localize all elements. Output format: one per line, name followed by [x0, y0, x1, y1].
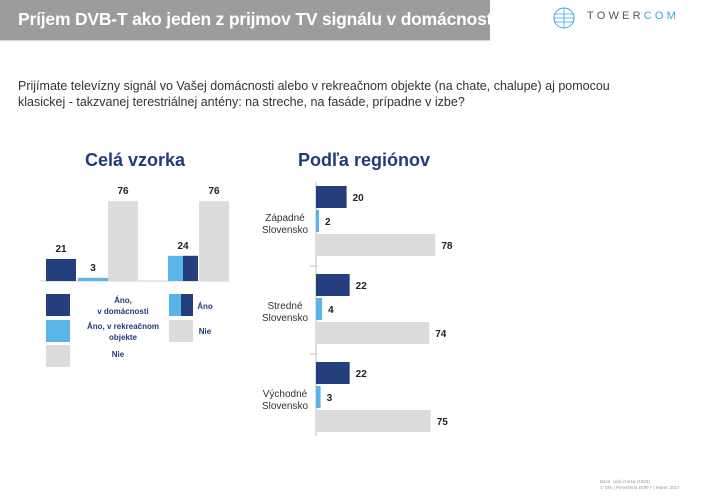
bar	[316, 186, 347, 208]
bar	[108, 201, 138, 281]
globe-icon	[553, 7, 575, 29]
footer-line-1: Báze: celá vzorka (1000)	[600, 479, 650, 484]
data-label: 2	[325, 217, 331, 228]
bar	[46, 258, 76, 281]
data-label: 4	[328, 305, 334, 316]
data-label: 78	[441, 241, 453, 252]
legend-label: Áno, v domácnosti	[97, 296, 149, 316]
page-title: Príjem DVB-T ako jeden z prijmov TV sign…	[18, 9, 497, 29]
data-label: 76	[208, 186, 220, 197]
title-divider	[0, 40, 490, 41]
category-label: Stredné Slovensko	[262, 301, 309, 324]
data-label: 21	[55, 244, 67, 255]
legend-swatch	[169, 294, 193, 316]
legend-swatch	[46, 320, 70, 342]
data-label: 76	[117, 186, 129, 197]
bar	[168, 255, 198, 281]
bar	[316, 322, 430, 344]
towercom-logo: TOWERCOM	[551, 6, 701, 30]
bar	[316, 210, 320, 232]
footer-line-2: © GfK | Penetrácia DVB-T | Marec 2017	[600, 485, 680, 490]
legend-label: Nie	[112, 350, 125, 359]
bar	[316, 234, 436, 256]
data-label: 22	[356, 281, 368, 292]
left-chart-title: Celá vzorka	[85, 150, 186, 170]
bar	[199, 201, 229, 281]
footer-note: Báze: celá vzorka (1000) © GfK | Penetrá…	[600, 479, 680, 491]
legend-swatch	[46, 294, 70, 316]
bar	[316, 298, 323, 320]
title-bar: Príjem DVB-T ako jeden z prijmov TV sign…	[0, 0, 497, 40]
data-label: 20	[353, 193, 365, 204]
data-label: 3	[90, 263, 96, 274]
data-label: 3	[327, 393, 333, 404]
data-label: 74	[435, 329, 447, 340]
logo-text-accent: COM	[643, 10, 680, 22]
data-label: 24	[177, 241, 189, 252]
bar	[78, 277, 108, 281]
bar	[316, 362, 350, 384]
bar	[316, 274, 350, 296]
bar	[316, 386, 321, 408]
legend-label: Áno, v rekreačnom objekte	[87, 322, 159, 342]
legend-label: Nie	[199, 327, 212, 336]
survey-question: Prijímate televízny signál vo Vašej domá…	[18, 79, 610, 109]
category-label: Západné Slovensko	[262, 213, 309, 236]
category-label: Východné Slovensko	[262, 389, 309, 412]
right-chart-title: Podľa regiónov	[298, 150, 430, 170]
legend-swatch	[169, 320, 193, 342]
legend-label: Áno	[197, 302, 213, 311]
data-label: 75	[437, 417, 449, 428]
data-label: 22	[356, 369, 368, 380]
logo-text-main: TOWER	[587, 10, 644, 22]
legend-swatch	[46, 345, 70, 367]
bar	[316, 410, 431, 432]
